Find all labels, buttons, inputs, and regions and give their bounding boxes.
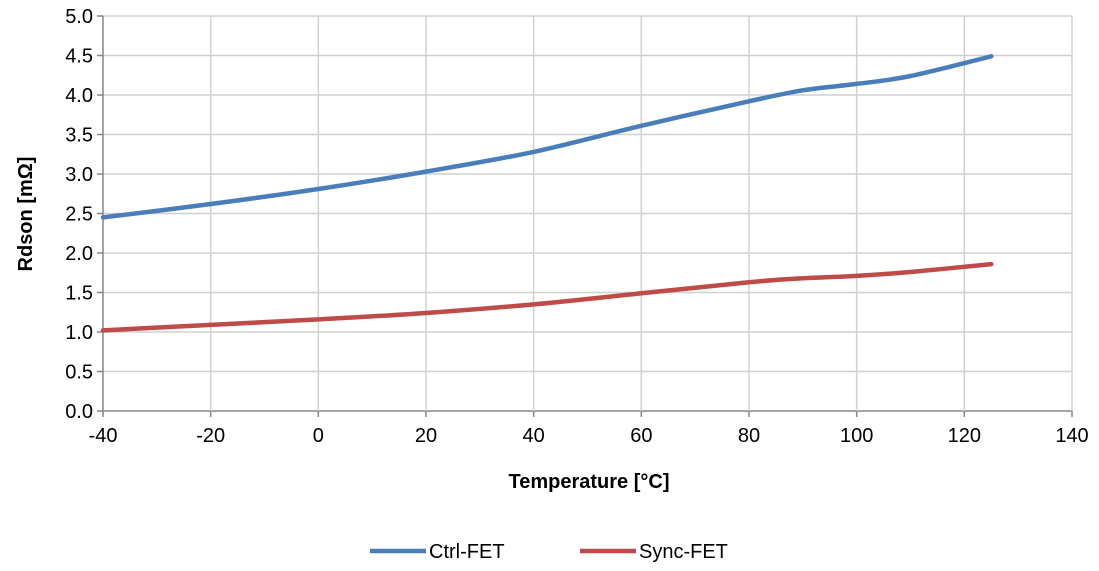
x-axis-ticks: -40 -20 0 20 40 60 80 100 120 140 — [89, 425, 1089, 447]
y-axis-ticks: 0.0 0.5 1.0 1.5 2.0 2.5 3.0 3.5 4.0 4.5 5.0 — [65, 6, 93, 423]
y-tick-label: 0.5 — [65, 362, 93, 384]
y-tick-label: 4.0 — [65, 85, 93, 107]
grid-lines — [97, 15, 1073, 417]
y-tick-label: 5.0 — [65, 6, 93, 28]
y-tick-label: 2.5 — [65, 204, 93, 226]
legend-label-ctrl-fet: Ctrl-FET — [429, 541, 505, 563]
x-tick-label: 60 — [630, 425, 652, 447]
series-lines — [100, 54, 994, 333]
y-tick-label: 3.5 — [65, 125, 93, 147]
x-tick-label: 100 — [840, 425, 873, 447]
x-tick-label: 80 — [738, 425, 760, 447]
y-tick-label: 2.0 — [65, 243, 93, 265]
y-tick-label: 1.5 — [65, 283, 93, 305]
y-tick-label: 4.5 — [65, 46, 93, 68]
x-tick-label: 40 — [523, 425, 545, 447]
y-tick-label: 0.0 — [65, 401, 93, 423]
x-tick-label: 20 — [415, 425, 437, 447]
y-tick-label: 1.0 — [65, 322, 93, 344]
x-tick-label: 120 — [948, 425, 981, 447]
legend-label-sync-fet: Sync-FET — [639, 541, 728, 563]
x-tick-label: -20 — [196, 425, 225, 447]
x-tick-label: -40 — [89, 425, 118, 447]
series-line-sync-fet — [100, 261, 994, 333]
x-tick-label: 140 — [1055, 425, 1088, 447]
x-axis-title: Temperature [°C] — [509, 471, 670, 493]
x-tick-label: 0 — [313, 425, 324, 447]
series-line-ctrl-fet — [100, 54, 994, 220]
legend: Ctrl-FET Sync-FET — [370, 541, 728, 563]
y-tick-label: 3.0 — [65, 164, 93, 186]
y-axis-title: Rdson [mΩ] — [15, 157, 37, 272]
